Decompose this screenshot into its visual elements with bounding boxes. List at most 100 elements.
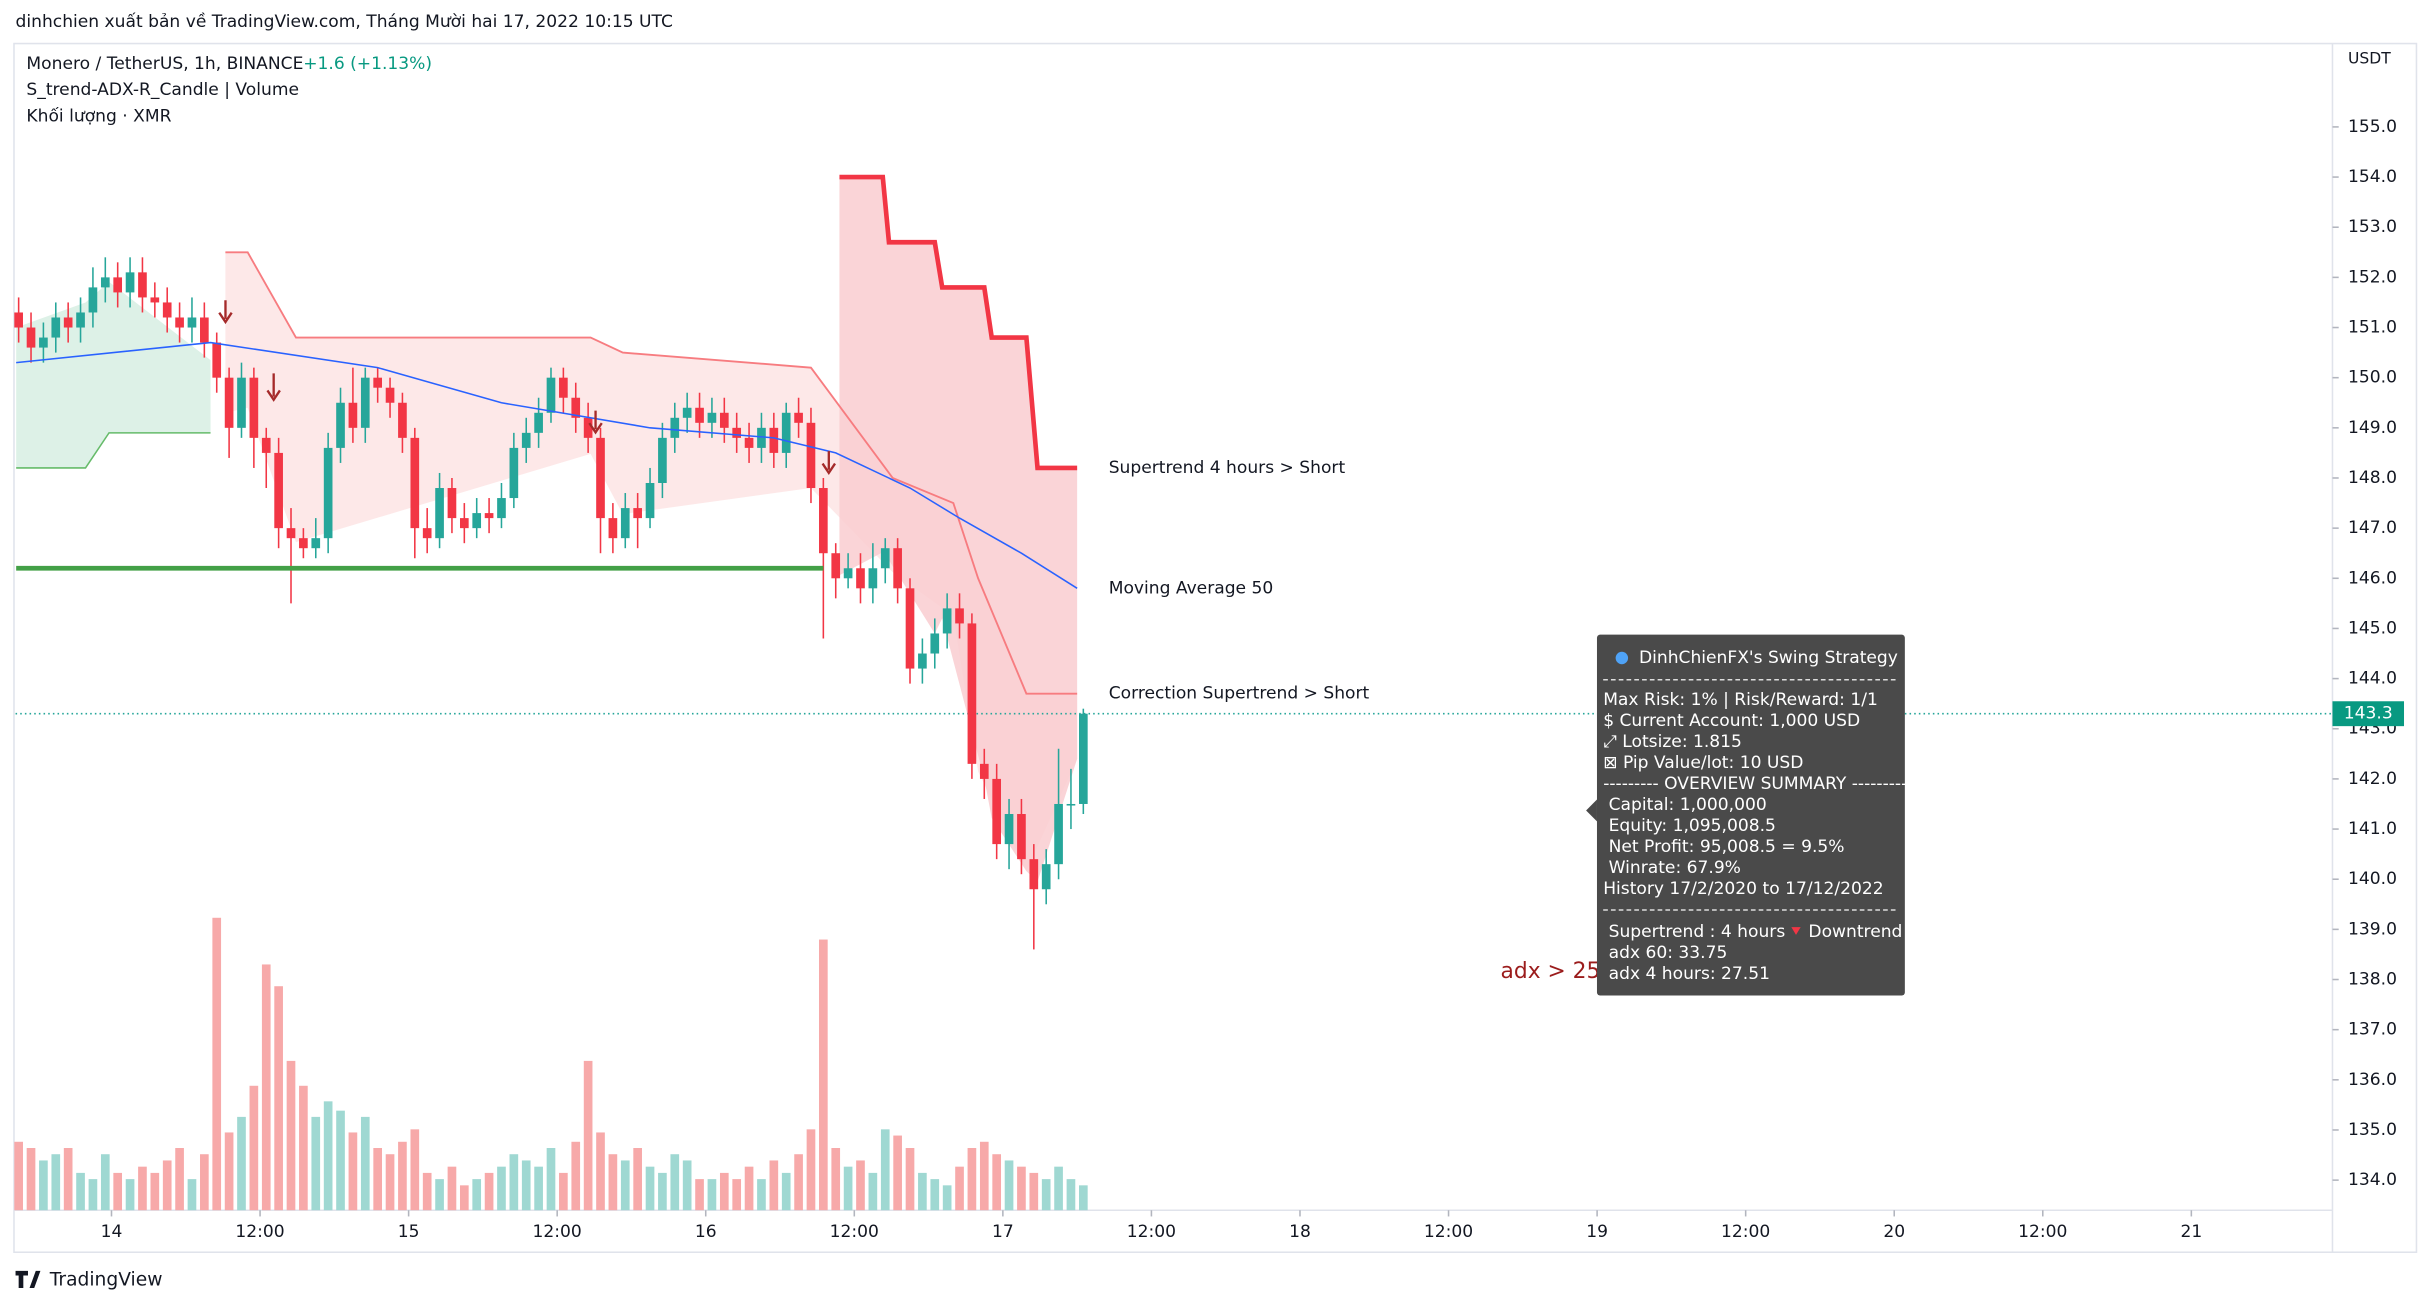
candle-body [63,317,73,328]
candle-body [620,508,630,539]
candle-body [868,568,878,589]
candle-body [1029,859,1039,890]
volume-bar [286,1060,296,1211]
publisher: dinhchien xuất bản về TradingView.com, T… [16,11,673,32]
candle-body [856,568,865,589]
currency: USDT [2348,50,2391,68]
candle-body [484,513,494,519]
arrow [266,373,281,402]
volume-bar [249,1085,259,1211]
candle-body [150,297,160,303]
volume-bar [955,1166,964,1211]
y-tick-label: 150.0 [2348,368,2397,388]
tooltip-line: Equity: 1,095,008.5 [1603,816,1776,836]
volume-bar [1029,1172,1039,1211]
x-tick-label: 16 [695,1222,717,1242]
volume-bar [1041,1179,1051,1211]
volume-bar [39,1160,48,1211]
volume-bar [856,1160,865,1211]
volume-bar [76,1172,85,1211]
candle-body [237,377,246,428]
signal-arrows [218,300,836,475]
volume-bar [534,1166,543,1211]
volume-bar [608,1154,618,1211]
volume-bar [410,1129,420,1211]
volume-bar [682,1160,692,1211]
volume-bar [360,1116,370,1211]
x-tick-label: 12:00 [830,1222,879,1242]
volume-bar [1066,1179,1076,1211]
volume-bar [100,1154,110,1211]
candle-body [880,548,890,569]
candle-body [695,407,704,423]
annotation: adx > 25 [1501,959,1601,984]
volume-bar [757,1179,766,1211]
volume-bar [348,1132,358,1211]
volume-bar [422,1172,432,1211]
candle-body [633,508,642,519]
candle-body [1078,713,1088,804]
volume-bar [261,964,271,1211]
volume-bar [113,1172,123,1211]
candle-body [14,312,23,328]
volume-bar [14,1141,23,1211]
volume-bar [942,1185,952,1211]
volume-bar [695,1179,704,1211]
logo-mark [15,1270,41,1288]
y-tick-label: 144.0 [2348,669,2397,689]
volume-bar [744,1166,754,1211]
price-change: +1.6 (+1.13%) [303,54,432,74]
symbol-title: Monero / TetherUS, 1h, BINANCE [26,54,303,74]
volume-bar [1078,1185,1088,1211]
candle-body [435,488,444,539]
candle-body [596,437,605,519]
volume-bar [781,1172,791,1211]
candle-body [422,528,432,539]
volume-bar [311,1116,321,1211]
volume-bar [868,1172,878,1211]
candle-body [1004,814,1014,845]
volume-bar [138,1166,147,1211]
x-tick-label: 12:00 [1424,1222,1473,1242]
volume-bar [63,1148,73,1211]
x-tick-label: 18 [1289,1222,1311,1242]
candle-body [76,312,85,328]
volume-bar [979,1141,989,1211]
tooltip-title: DinhChienFX's Swing Strategy [1639,648,1898,668]
y-tick-label: 140.0 [2348,869,2397,889]
trend-triangle [1791,927,1801,935]
volume-bar [447,1166,457,1211]
candle-body [398,402,407,438]
volume-bar [51,1154,61,1211]
y-tick-label: 146.0 [2348,568,2397,588]
y-tick-label: 149.0 [2348,418,2397,438]
candle-body [497,498,506,519]
y-tick-label: 136.0 [2348,1070,2397,1090]
candle-body [336,402,345,448]
tooltip-line: adx 60: 33.75 [1603,943,1727,963]
volume-bar [596,1132,605,1211]
candle-body [979,763,989,779]
volume-bar [200,1154,209,1211]
candle-body [546,377,556,413]
volume-bar [658,1172,667,1211]
volume-bar [323,1101,333,1211]
candle-body [200,317,209,343]
candle-body [249,377,259,438]
candle-body [224,377,234,428]
x-tick-label: 12:00 [1127,1222,1176,1242]
price-tag [2332,701,2405,727]
y-tick-label: 148.0 [2348,468,2397,488]
volume-bar [670,1154,680,1211]
tooltip-line: ⤢ Lotsize: 1.815 [1603,732,1742,752]
tooltip-line: Capital: 1,000,000 [1603,795,1767,815]
y-tick-label: 137.0 [2348,1020,2397,1040]
y-tick-label: 152.0 [2348,267,2397,287]
candle-body [472,513,482,529]
y-tick-label: 139.0 [2348,919,2397,939]
candle-body [286,528,296,539]
candle-body [138,272,147,298]
candle-body [521,432,531,448]
candle-body [459,518,469,529]
candle-body [125,272,135,293]
